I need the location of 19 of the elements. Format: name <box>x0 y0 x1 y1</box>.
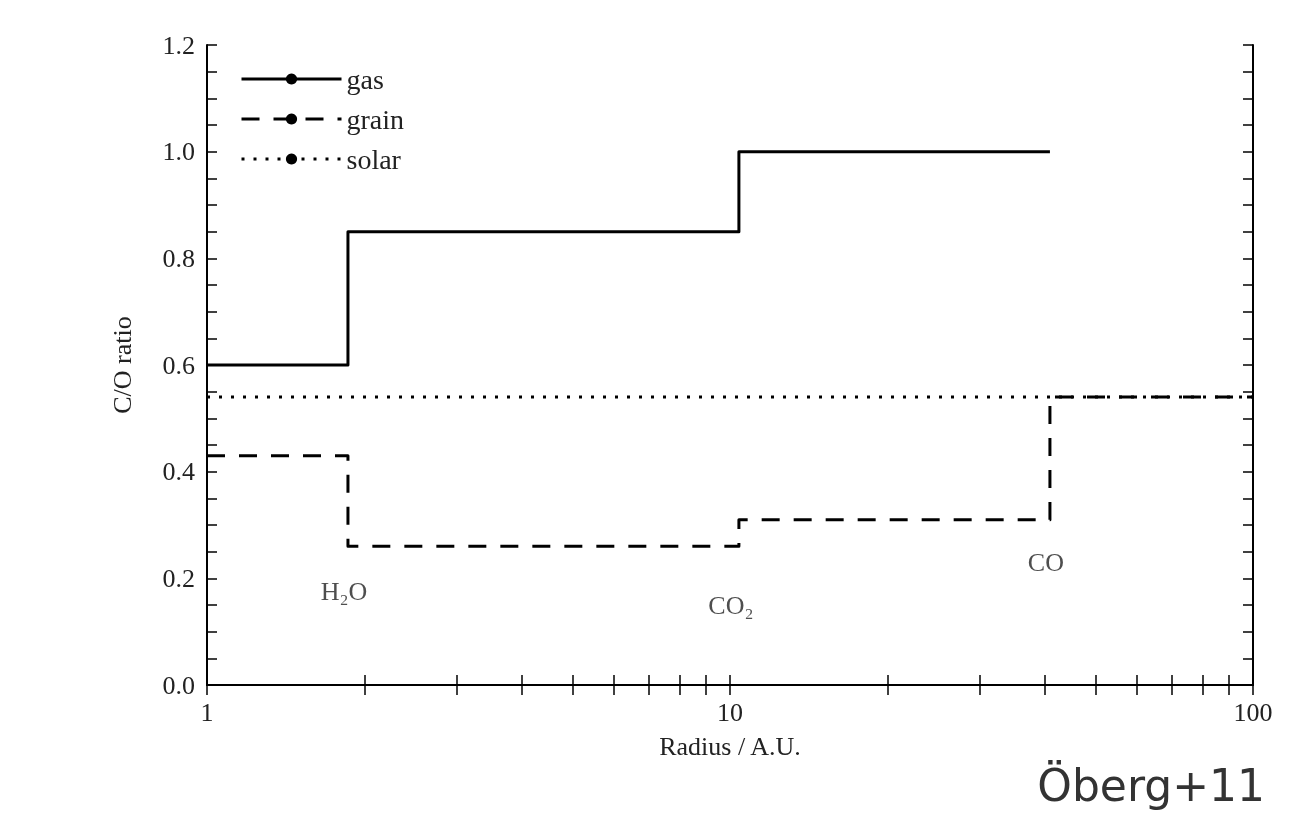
y-tick-label: 0.8 <box>162 243 195 273</box>
legend-label: grain <box>346 103 405 135</box>
x-tick-label: 100 <box>1233 697 1273 727</box>
annotation: H₂O <box>320 576 368 606</box>
y-tick-label: 0.4 <box>162 457 195 487</box>
annotation: CO <box>1027 548 1064 578</box>
y-tick-label: 1.0 <box>162 137 195 167</box>
x-tick-label: 1 <box>200 697 214 727</box>
x-axis-title: Radius / A.U. <box>659 731 801 761</box>
y-tick-label: 1.2 <box>162 30 195 60</box>
y-tick-label: 0.2 <box>162 563 195 593</box>
y-axis-title: C/O ratio <box>107 316 137 414</box>
annotation: CO₂ <box>708 590 754 620</box>
legend-label: gas <box>346 63 384 95</box>
legend-label: solar <box>346 143 402 175</box>
y-tick-label: 0.0 <box>162 670 195 700</box>
y-tick-label: 0.6 <box>162 350 195 380</box>
x-tick-label: 10 <box>717 697 743 727</box>
text: Öberg+11 <box>1037 759 1265 811</box>
